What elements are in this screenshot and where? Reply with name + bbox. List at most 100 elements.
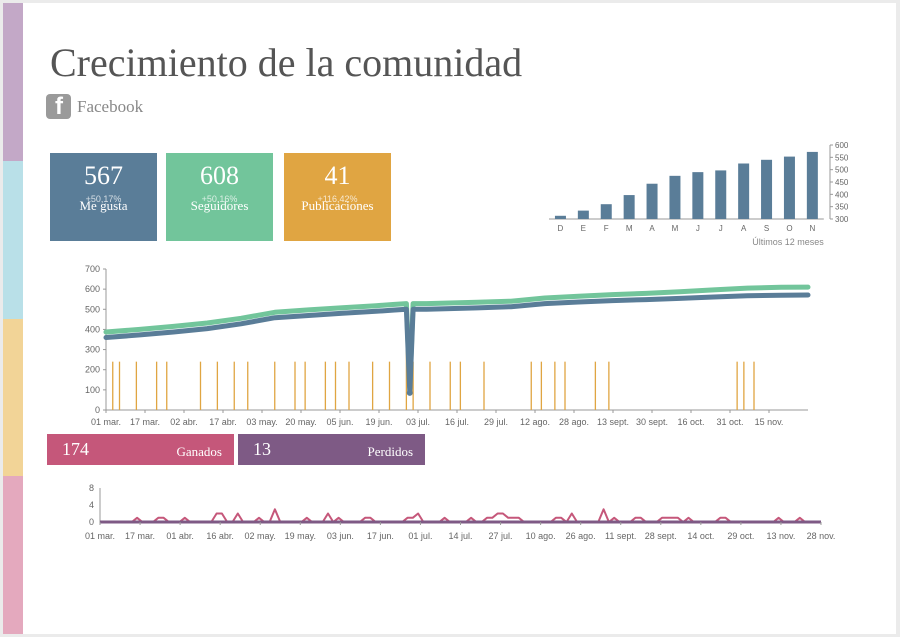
growth-line-chart: 0 100 200 300 400 500 600 700 01 mar. 17 mar. 02 a… (85, 264, 811, 427)
facebook-icon: f (46, 94, 71, 119)
likes-series-line (103, 292, 811, 396)
x-tick-label: 01 abr. (166, 531, 194, 541)
x-tick-label: 27 jul. (489, 531, 513, 541)
x-tick-label: 30 sept. (636, 417, 668, 427)
x-tick-label: N (809, 224, 815, 233)
x-tick-label: 11 sept. (605, 531, 636, 541)
report-card: Crecimiento de la comunidad f Facebook +… (3, 3, 896, 634)
gained-series-line (100, 508, 821, 523)
x-tick-label: 29 oct. (727, 531, 754, 541)
dip-point (406, 389, 413, 396)
y-tick-label: 500 (835, 166, 849, 175)
kpi-likes-label: Me gusta (79, 198, 128, 213)
x-tick-label: 10 ago. (526, 531, 556, 541)
followers-series-line (103, 284, 811, 391)
stripe-segment (3, 476, 23, 634)
x-tick-label: 29 jul. (484, 417, 508, 427)
x-tick-label: 17 mar. (125, 531, 155, 541)
x-tick-label: 28 sept. (645, 531, 677, 541)
monthly-bar (806, 151, 818, 219)
x-tick-label: 26 ago. (566, 531, 596, 541)
x-tick-label: F (604, 224, 609, 233)
kpi-likes-percent: +50,17% (85, 194, 122, 204)
y-tick-label: 350 (835, 203, 849, 212)
x-tick-label: 13 sept. (597, 417, 629, 427)
y-tick-label: 400 (85, 324, 100, 334)
lost-value: 13 (253, 439, 271, 459)
lost-swatch (238, 434, 300, 465)
network-name: Facebook (77, 97, 144, 116)
x-tick-label: 31 oct. (716, 417, 743, 427)
y-tick-label: 0 (89, 517, 94, 527)
x-tick-label: 12 ago. (520, 417, 550, 427)
y-tick-label: 300 (85, 345, 100, 355)
daily-gain-loss-chart: 0 4 8 01 mar. 17 mar. 01 abr. 16 abr. 02 may. 19… (85, 483, 836, 541)
kpi-followers-card: +50,16% 608 Seguidores (166, 153, 273, 241)
kpi-followers-percent: +50,16% (201, 194, 238, 204)
y-tick-label: 4 (89, 500, 94, 510)
x-tick-label: 17 jun. (367, 531, 394, 541)
stripe-segment (3, 318, 23, 477)
gained-total: 174 Ganados (47, 434, 234, 465)
x-tick-label: 20 may. (285, 417, 316, 427)
x-tick-label: 17 mar. (130, 417, 160, 427)
x-tick-label: M (626, 224, 633, 233)
x-tick-label: 16 abr. (206, 531, 234, 541)
y-tick-label: 500 (85, 304, 100, 314)
x-tick-label: 03 jul. (406, 417, 430, 427)
monthly-bar (761, 159, 773, 219)
lost-label: Perdidos (367, 444, 414, 459)
x-tick-label: 03 may. (246, 417, 277, 427)
x-tick-label: E (581, 224, 586, 233)
x-tick-label: O (786, 224, 792, 233)
x-tick-label: D (558, 224, 564, 233)
x-tick-label: A (741, 224, 747, 233)
x-tick-label: J (719, 224, 723, 233)
y-tick-label: 700 (85, 264, 100, 274)
y-tick-label: 100 (85, 385, 100, 395)
y-tick-label: 300 (835, 215, 849, 224)
y-tick-label: 200 (85, 365, 100, 375)
kpi-followers-value: 608 (200, 161, 239, 190)
x-tick-label: 28 nov. (807, 531, 836, 541)
y-tick-label: 550 (835, 153, 849, 162)
monthly-bar (715, 170, 727, 219)
x-tick-label: 19 may. (285, 531, 316, 541)
x-tick-label: 01 mar. (85, 531, 115, 541)
x-tick-label: 14 oct. (687, 531, 714, 541)
y-tick-label: 600 (835, 141, 849, 150)
x-tick-label: 05 jun. (326, 417, 353, 427)
stripe-segment (3, 3, 23, 161)
x-tick-label: 13 nov. (767, 531, 796, 541)
x-tick-label: 02 abr. (170, 417, 198, 427)
kpi-followers-label: Seguidores (190, 198, 249, 213)
y-tick-label: 400 (835, 190, 849, 199)
monthly-bar (692, 172, 704, 219)
page-title: Crecimiento de la comunidad (50, 40, 523, 85)
x-tick-label: 01 jul. (408, 531, 432, 541)
y-tick-label: 450 (835, 178, 849, 187)
monthly-bar (738, 163, 750, 219)
gained-value: 174 (62, 439, 89, 459)
kpi-posts-label: Publicaciones (301, 198, 374, 213)
x-tick-label: 15 nov. (755, 417, 784, 427)
x-tick-label: 28 ago. (559, 417, 589, 427)
kpi-likes-card: +50,17% 567 Me gusta (50, 153, 157, 241)
kpi-posts-value: 41 (324, 161, 351, 190)
x-tick-label: A (649, 224, 655, 233)
x-tick-label: 03 jun. (327, 531, 354, 541)
x-axis-label: Últimos 12 meses (752, 237, 824, 247)
kpi-likes-value: 567 (84, 161, 123, 190)
monthly-bar (577, 210, 589, 219)
monthly-bar (623, 195, 635, 219)
monthly-bar (554, 215, 566, 219)
y-tick-label: 0 (95, 405, 100, 415)
y-tick-label: 8 (89, 483, 94, 493)
x-tick-label: 01 mar. (91, 417, 121, 427)
x-tick-label: J (696, 224, 700, 233)
monthly-bar (783, 156, 795, 219)
x-tick-label: 19 jun. (365, 417, 392, 427)
stripe-segment (3, 160, 23, 319)
gained-label: Ganados (176, 444, 223, 459)
y-tick-label: 600 (85, 284, 100, 294)
